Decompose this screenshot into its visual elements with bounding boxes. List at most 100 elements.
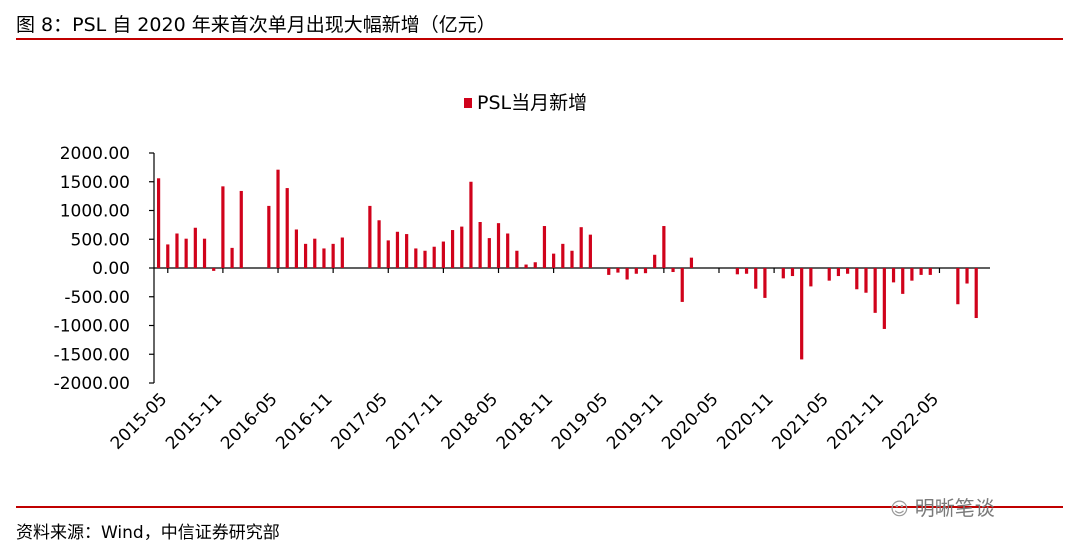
y-tick-label: 0.00: [92, 259, 130, 279]
x-tick-label: 2021-05: [768, 389, 832, 453]
bar-2018-07: [515, 250, 519, 268]
bar-2017-06: [395, 231, 400, 268]
x-tick-label: 2017-05: [327, 389, 391, 453]
x-axis: 2015-052015-112016-052016-112017-052017-…: [107, 267, 990, 454]
watermark-text: 明晰笔谈: [914, 496, 995, 520]
bar-2018-09: [533, 262, 537, 268]
x-tick-label: 2019-05: [548, 389, 612, 453]
chart-legend: PSL当月新增: [464, 92, 587, 114]
bar-2016-01: [239, 190, 243, 268]
y-tick-label: -1500.00: [54, 345, 130, 365]
bar-2019-10: [653, 254, 657, 268]
bar-2021-08: [855, 268, 859, 290]
bar-2017-07: [405, 234, 409, 268]
bar-2015-05: [166, 244, 170, 268]
y-tick-label: 1500.00: [60, 173, 130, 193]
x-tick-label: 2020-11: [713, 389, 777, 453]
bar-2020-09: [754, 268, 758, 289]
y-tick-label: -1000.00: [54, 317, 130, 337]
x-tick-label: 2015-11: [162, 389, 226, 453]
bar-2018-04: [487, 238, 491, 268]
y-tick-label: 2000.00: [60, 144, 130, 164]
bar-2022-04: [928, 268, 932, 275]
bar-2022-08: [965, 268, 969, 284]
bar-2018-10: [542, 226, 547, 268]
bar-2021-09: [864, 268, 868, 293]
bar-2019-09: [643, 268, 648, 274]
x-tick-label: 2020-05: [658, 389, 722, 453]
bar-2020-01: [680, 268, 684, 302]
bar-2016-04: [267, 205, 271, 268]
y-tick-label: 500.00: [71, 230, 130, 250]
x-tick-label: 2017-11: [383, 389, 447, 453]
bar-2020-12: [781, 268, 785, 279]
bar-2017-04: [377, 220, 381, 268]
x-tick-label: 2016-11: [272, 389, 336, 453]
bar-2018-03: [478, 222, 482, 268]
bar-2022-09: [974, 268, 978, 319]
bar-2016-07: [294, 229, 298, 268]
bar-2018-11: [552, 253, 556, 269]
wechat-icon: ☺: [890, 499, 909, 520]
bar-2021-02: [800, 268, 804, 360]
x-tick-label: 2019-11: [603, 389, 667, 453]
bar-2016-05: [276, 169, 280, 268]
bar-2018-01: [460, 226, 464, 268]
y-tick-label: 1000.00: [60, 202, 130, 222]
bar-2018-12: [561, 243, 565, 268]
x-tick-label: 2016-05: [217, 389, 281, 453]
bar-2016-06: [285, 188, 289, 268]
bar-2019-12: [671, 268, 675, 273]
bar-2015-06: [175, 233, 179, 268]
bar-2017-03: [368, 205, 372, 268]
bar-2016-11: [331, 243, 335, 268]
bar-2019-01: [570, 250, 574, 268]
bar-2017-05: [386, 240, 390, 268]
bar-2022-01: [901, 268, 905, 294]
x-tick-label: 2018-11: [493, 389, 557, 453]
x-tick-label: 2015-05: [107, 389, 171, 453]
bar-series: [156, 169, 978, 360]
bar-2020-02: [689, 257, 694, 268]
bar-2021-10: [873, 268, 877, 313]
bar-2018-06: [506, 233, 510, 268]
bar-2017-08: [414, 248, 418, 268]
bar-2018-08: [524, 264, 528, 268]
bar-2022-03: [919, 268, 923, 275]
bar-2015-09: [202, 238, 207, 268]
bar-2015-08: [193, 227, 197, 268]
x-tick-label: 2021-11: [824, 389, 888, 453]
legend-swatch: [464, 98, 472, 108]
bar-2016-10: [322, 248, 326, 268]
bar-2021-07: [846, 268, 850, 274]
bar-2019-11: [662, 226, 666, 268]
bar-2016-12: [340, 237, 344, 268]
bar-2019-05: [607, 268, 611, 275]
bar-2020-10: [763, 268, 767, 298]
bar-2015-10: [212, 268, 216, 271]
bar-2019-08: [634, 268, 638, 274]
y-tick-label: -500.00: [64, 288, 130, 308]
bar-2022-07: [956, 268, 960, 305]
x-tick-label: 2022-05: [879, 389, 943, 453]
bar-2017-12: [450, 230, 455, 268]
bar-2020-07: [735, 268, 739, 275]
bar-2019-02: [579, 227, 583, 268]
y-tick-label: -2000.00: [54, 374, 130, 394]
bar-2021-03: [809, 268, 813, 287]
bar-2015-12: [230, 247, 234, 269]
bar-2015-11: [221, 186, 225, 268]
bar-2016-08: [303, 243, 308, 268]
bar-2022-02: [910, 268, 914, 281]
bar-2021-12: [891, 268, 896, 283]
footer-divider: [16, 506, 1063, 508]
bar-2015-04: [156, 178, 161, 268]
bar-2019-06: [616, 268, 620, 273]
bar-2015-07: [184, 238, 188, 268]
bar-2018-05: [496, 223, 501, 268]
source-note: 资料来源：Wind，中信证券研究部: [16, 523, 280, 543]
x-tick-label: 2018-05: [438, 389, 502, 453]
bar-2021-06: [836, 268, 841, 277]
bar-2017-10: [432, 246, 436, 268]
